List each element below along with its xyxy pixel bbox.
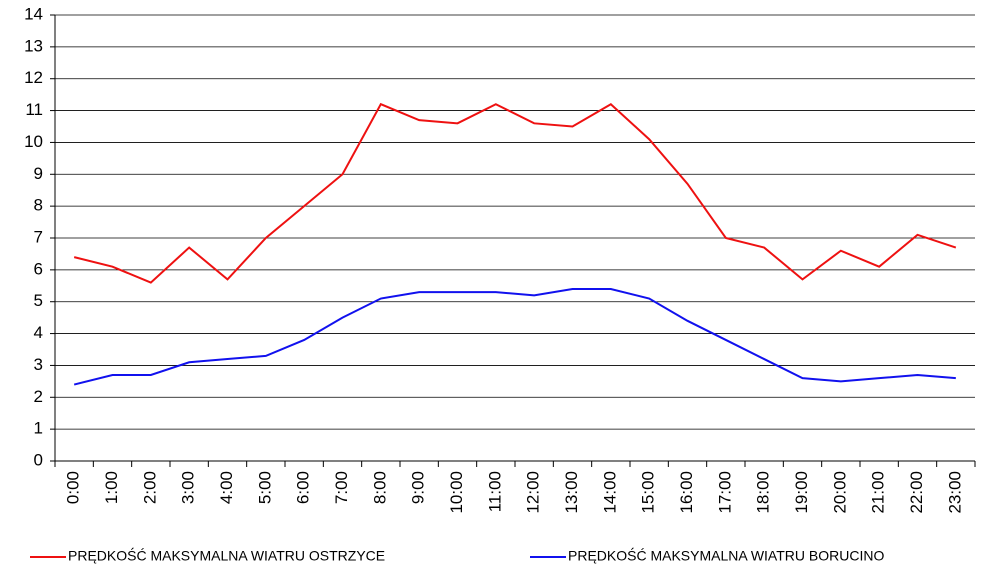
x-tick-label: 8:00	[370, 471, 389, 504]
y-tick-label: 9	[34, 164, 43, 183]
x-tick-label: 17:00	[715, 471, 734, 514]
x-tick-label: 9:00	[409, 471, 428, 504]
x-tick-label: 10:00	[447, 471, 466, 514]
y-tick-label: 13	[24, 36, 43, 55]
x-tick-label: 15:00	[639, 471, 658, 514]
x-tick-label: 12:00	[524, 471, 543, 514]
y-tick-label: 6	[34, 259, 43, 278]
y-tick-label: 12	[24, 68, 43, 87]
x-tick-label: 3:00	[179, 471, 198, 504]
y-tick-label: 10	[24, 132, 43, 151]
x-tick-label: 4:00	[217, 471, 236, 504]
x-tick-label: 7:00	[332, 471, 351, 504]
y-tick-label: 0	[34, 450, 43, 469]
x-tick-label: 13:00	[562, 471, 581, 514]
x-tick-label: 0:00	[64, 471, 83, 504]
x-tick-label: 14:00	[600, 471, 619, 514]
x-tick-label: 1:00	[102, 471, 121, 504]
y-tick-label: 8	[34, 196, 43, 215]
x-tick-label: 23:00	[945, 471, 964, 514]
y-tick-label: 4	[34, 323, 43, 342]
y-tick-label: 2	[34, 387, 43, 406]
y-tick-label: 1	[34, 419, 43, 438]
x-tick-label: 18:00	[754, 471, 773, 514]
line-series	[73, 102, 957, 284]
x-tick-label: 11:00	[485, 471, 504, 512]
x-tick-label: 22:00	[907, 471, 926, 514]
x-tick-label: 20:00	[830, 471, 849, 514]
x-tick-label: 5:00	[255, 471, 274, 504]
y-tick-label: 11	[25, 100, 43, 119]
legend-label: PRĘDKOŚĆ MAKSYMALNA WIATRU BORUCINO	[568, 547, 884, 564]
x-tick-label: 21:00	[869, 471, 888, 514]
y-tick-label: 14	[24, 4, 43, 23]
x-tick-label: 2:00	[140, 471, 159, 504]
x-tick-label: 16:00	[677, 471, 696, 514]
line-series	[73, 287, 956, 386]
x-tick-label: 19:00	[792, 471, 811, 514]
x-tick-label: 6:00	[294, 471, 313, 504]
legend-label: PRĘDKOŚĆ MAKSYMALNA WIATRU OSTRZYCE	[68, 547, 385, 564]
y-tick-label: 7	[34, 227, 43, 246]
y-tick-label: 3	[34, 355, 43, 374]
y-tick-label: 5	[34, 291, 43, 310]
